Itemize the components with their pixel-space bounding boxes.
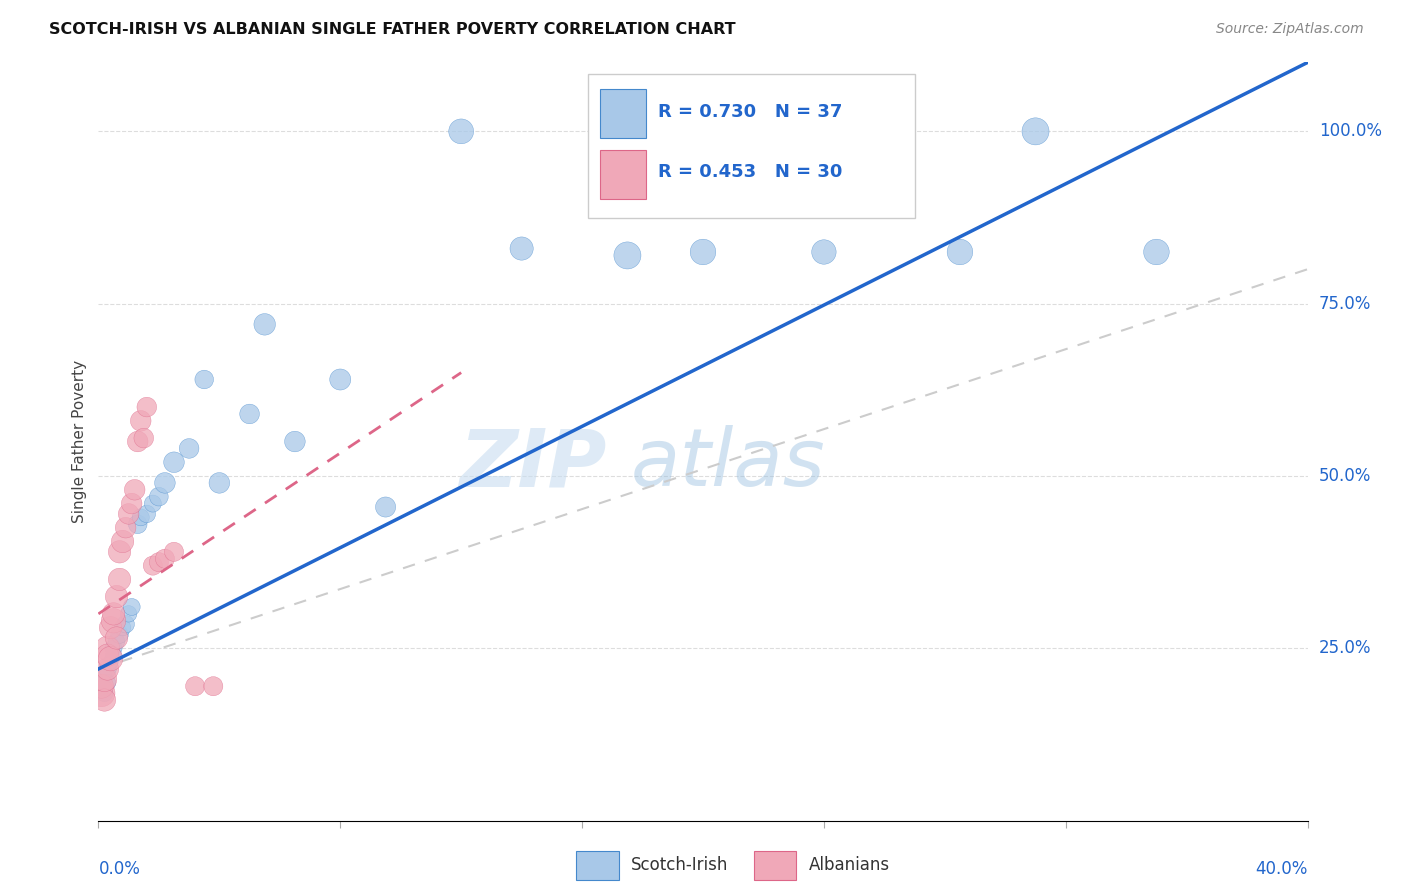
Point: [93, 665, 115, 680]
Point: [510, 242, 533, 256]
Point: [103, 641, 125, 656]
Point: [96, 662, 118, 676]
Point: [96, 648, 118, 663]
FancyBboxPatch shape: [754, 851, 796, 880]
Point: [450, 124, 472, 138]
Point: [124, 483, 146, 497]
Point: [813, 244, 835, 259]
Point: [93, 673, 115, 687]
Point: [90, 679, 112, 693]
Text: 100.0%: 100.0%: [1319, 122, 1382, 140]
Point: [90, 686, 112, 700]
Point: [142, 497, 165, 511]
Point: [329, 372, 352, 386]
Point: [96, 641, 118, 656]
Point: [135, 507, 157, 521]
Point: [105, 590, 128, 604]
Point: [153, 551, 176, 566]
Text: R = 0.730   N = 37: R = 0.730 N = 37: [658, 103, 842, 120]
Point: [692, 244, 714, 259]
Point: [163, 545, 186, 559]
Point: [208, 475, 231, 490]
Text: SCOTCH-IRISH VS ALBANIAN SINGLE FATHER POVERTY CORRELATION CHART: SCOTCH-IRISH VS ALBANIAN SINGLE FATHER P…: [49, 22, 735, 37]
Text: ZIP: ZIP: [458, 425, 606, 503]
Point: [127, 517, 149, 532]
Point: [284, 434, 307, 449]
Point: [90, 679, 112, 693]
Point: [96, 675, 118, 690]
Point: [96, 662, 118, 676]
Point: [105, 634, 128, 648]
Point: [153, 475, 176, 490]
Point: [142, 558, 165, 573]
Point: [103, 648, 125, 663]
Point: [100, 651, 122, 665]
Point: [93, 686, 115, 700]
Y-axis label: Single Father Poverty: Single Father Poverty: [72, 360, 87, 523]
Point: [132, 431, 155, 445]
Point: [111, 621, 134, 635]
Point: [179, 442, 201, 456]
Point: [1024, 124, 1046, 138]
Point: [148, 555, 170, 569]
Point: [163, 455, 186, 469]
Point: [121, 599, 143, 614]
Point: [148, 490, 170, 504]
FancyBboxPatch shape: [600, 150, 647, 199]
Point: [103, 607, 125, 621]
FancyBboxPatch shape: [588, 74, 915, 218]
Text: 0.0%: 0.0%: [98, 860, 141, 878]
Point: [253, 318, 276, 332]
Point: [111, 534, 134, 549]
Point: [184, 679, 207, 693]
FancyBboxPatch shape: [600, 89, 647, 138]
Point: [100, 655, 122, 669]
Text: 25.0%: 25.0%: [1319, 640, 1371, 657]
Text: atlas: atlas: [630, 425, 825, 503]
Point: [118, 507, 141, 521]
Point: [105, 631, 128, 645]
Text: R = 0.453   N = 30: R = 0.453 N = 30: [658, 163, 842, 181]
Text: Source: ZipAtlas.com: Source: ZipAtlas.com: [1216, 22, 1364, 37]
Point: [114, 617, 136, 632]
Point: [108, 627, 131, 641]
Point: [93, 693, 115, 707]
Text: Scotch-Irish: Scotch-Irish: [631, 856, 728, 874]
Point: [129, 414, 152, 428]
Point: [193, 372, 215, 386]
Point: [114, 521, 136, 535]
Text: Albanians: Albanians: [808, 856, 890, 874]
Point: [121, 497, 143, 511]
Point: [108, 545, 131, 559]
Point: [103, 614, 125, 628]
Point: [127, 434, 149, 449]
Point: [108, 573, 131, 587]
Point: [129, 510, 152, 524]
Text: 40.0%: 40.0%: [1256, 860, 1308, 878]
Point: [100, 621, 122, 635]
Text: 75.0%: 75.0%: [1319, 294, 1371, 313]
Point: [239, 407, 262, 421]
Point: [1144, 244, 1167, 259]
Point: [374, 500, 396, 514]
Text: 50.0%: 50.0%: [1319, 467, 1371, 485]
Point: [202, 679, 225, 693]
FancyBboxPatch shape: [576, 851, 619, 880]
Point: [949, 244, 972, 259]
Point: [118, 607, 141, 621]
Point: [135, 400, 157, 414]
Point: [616, 248, 638, 262]
